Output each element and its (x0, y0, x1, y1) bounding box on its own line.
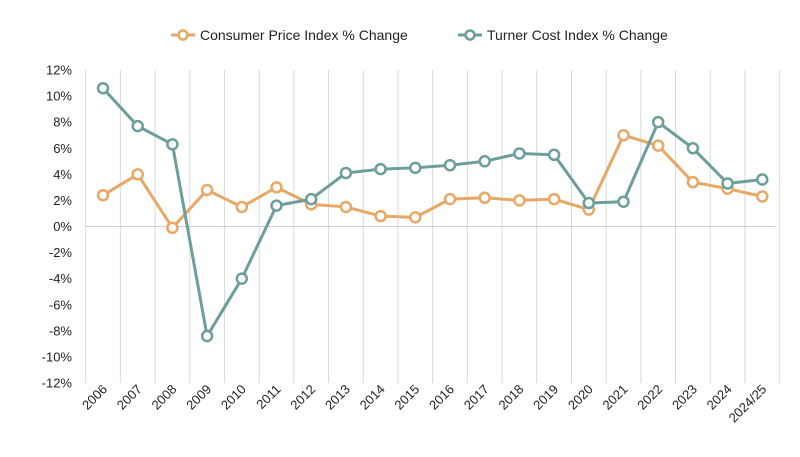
data-point (166, 138, 179, 151)
x-tick-label: 2020 (565, 382, 596, 413)
data-point (409, 211, 422, 224)
legend: Consumer Price Index % Change Turner Cost… (171, 27, 668, 43)
data-point (374, 209, 387, 223)
data-point (200, 329, 214, 343)
data-point (547, 192, 561, 206)
legend-label: Turner Cost Index % Change (487, 27, 668, 43)
x-tick-label: 2021 (600, 382, 631, 413)
data-point (686, 175, 700, 189)
x-tick-label: 2007 (114, 382, 145, 413)
x-tick-label: 2013 (322, 382, 353, 413)
data-point (513, 147, 526, 160)
data-point (756, 190, 769, 203)
y-tick-label: -2% (49, 245, 73, 260)
y-tick-label: 6% (53, 141, 72, 156)
data-point (443, 192, 457, 206)
x-tick-label: 2014 (357, 382, 388, 413)
series-turner-cost-index (96, 82, 769, 343)
y-tick-label: 0% (53, 219, 72, 234)
y-tick-label: 2% (53, 193, 72, 208)
data-point (374, 162, 387, 176)
y-tick-label: -12% (42, 376, 73, 391)
series-line (101, 87, 763, 338)
data-point (235, 272, 249, 285)
data-point (131, 168, 144, 181)
x-tick-label: 2015 (391, 382, 422, 413)
x-tick-label: 2018 (495, 382, 526, 413)
data-point (478, 191, 491, 205)
x-tick-label: 2024 (704, 382, 735, 413)
legend-label: Consumer Price Index % Change (200, 27, 408, 43)
data-point (617, 195, 630, 208)
y-tick-label: 8% (53, 115, 72, 130)
data-point (270, 199, 283, 212)
data-point (131, 119, 144, 133)
legend-marker-swatch (464, 29, 476, 41)
data-point (478, 155, 491, 168)
data-point (96, 188, 110, 202)
x-tick-label: 2011 (253, 382, 283, 412)
legend-marker-swatch (177, 29, 189, 41)
data-point (166, 221, 179, 235)
x-tick-label: 2009 (183, 382, 214, 413)
series-lines (96, 82, 769, 343)
y-tick-label: -8% (49, 323, 73, 338)
legend-item: Turner Cost Index % Change (458, 27, 668, 43)
x-tick-label: 2012 (287, 382, 318, 413)
data-point (547, 148, 561, 162)
y-tick-label: 12% (46, 63, 72, 78)
data-point (582, 196, 596, 210)
data-point (200, 183, 214, 197)
y-tick-label: -4% (49, 271, 73, 286)
data-point (409, 161, 422, 175)
data-point (721, 177, 734, 190)
data-point (304, 192, 318, 206)
data-point (235, 200, 249, 214)
data-point (443, 158, 457, 172)
data-point (513, 194, 526, 207)
y-axis-tick-labels: 12% 10% 8% 6% 4% 2% 0% -2% -4% -6% -8% -10% -12% (42, 63, 73, 391)
x-axis-tick-labels: 2006 2007 2008 2009 2010 2011 2012 2013 2014 2015… (79, 382, 769, 426)
y-tick-label: -10% (42, 349, 73, 364)
data-point (651, 139, 665, 152)
data-point (756, 173, 769, 186)
series-consumer-price-index (96, 128, 769, 235)
x-tick-label: 2006 (79, 382, 110, 413)
y-tick-label: 10% (46, 89, 72, 104)
data-point (617, 128, 630, 142)
data-point (686, 142, 700, 155)
data-point (96, 82, 110, 95)
y-tick-label: 4% (53, 167, 72, 182)
x-tick-label: 2019 (530, 382, 561, 413)
x-tick-label: 2024/25 (726, 382, 770, 426)
x-tick-label: 2023 (669, 382, 700, 413)
x-tick-label: 2010 (218, 382, 249, 413)
y-tick-label: -6% (49, 297, 73, 312)
data-point (339, 200, 353, 214)
data-point (339, 166, 353, 180)
x-tick-label: 2016 (426, 382, 457, 413)
x-tick-label: 2008 (148, 382, 179, 413)
x-tick-label: 2017 (461, 382, 492, 413)
data-point (270, 181, 283, 194)
data-point (651, 115, 665, 129)
x-tick-label: 2022 (634, 382, 665, 413)
legend-item: Consumer Price Index % Change (171, 27, 408, 43)
